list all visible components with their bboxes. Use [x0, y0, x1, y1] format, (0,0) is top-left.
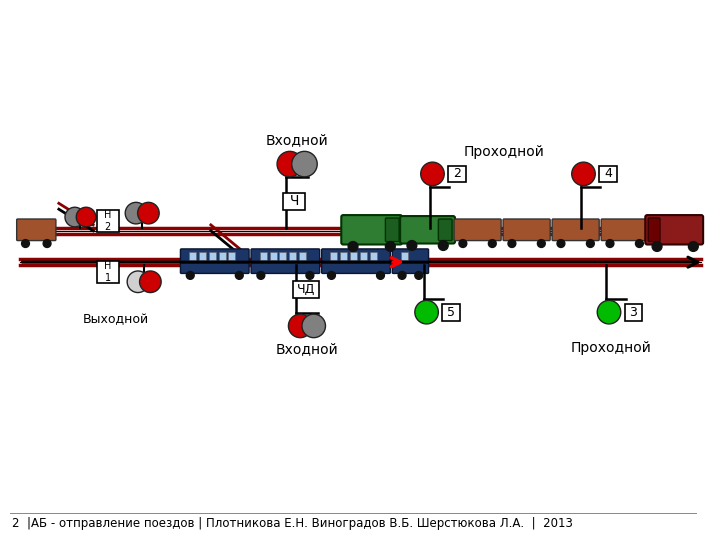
Text: 3: 3	[629, 306, 637, 319]
Text: Выходной: Выходной	[83, 313, 149, 326]
Text: 2  |АБ - отправление поездов | Плотникова Е.Н. Виноградов В.Б. Шерстюкова Л.А.  : 2 |АБ - отправление поездов | Плотникова…	[12, 517, 572, 530]
Circle shape	[235, 272, 243, 279]
Bar	[219, 252, 225, 260]
FancyBboxPatch shape	[322, 249, 390, 273]
Circle shape	[652, 241, 662, 251]
Bar	[330, 252, 338, 260]
Circle shape	[415, 272, 423, 279]
Circle shape	[407, 241, 417, 251]
Circle shape	[306, 272, 314, 279]
Text: Н
2: Н 2	[104, 210, 112, 232]
FancyBboxPatch shape	[438, 219, 452, 241]
Bar	[209, 252, 216, 260]
Circle shape	[328, 272, 336, 279]
Circle shape	[43, 240, 51, 247]
FancyBboxPatch shape	[400, 216, 455, 244]
Circle shape	[377, 272, 384, 279]
Text: Проходной: Проходной	[464, 145, 545, 159]
FancyBboxPatch shape	[392, 249, 428, 273]
FancyBboxPatch shape	[645, 215, 703, 245]
FancyBboxPatch shape	[454, 219, 501, 241]
Circle shape	[76, 207, 96, 227]
Circle shape	[398, 272, 406, 279]
Bar	[299, 252, 306, 260]
Circle shape	[348, 241, 358, 251]
FancyBboxPatch shape	[503, 219, 550, 241]
Text: 5: 5	[447, 306, 455, 319]
Bar	[293, 281, 319, 298]
Circle shape	[22, 240, 30, 247]
Circle shape	[438, 241, 448, 251]
Bar	[97, 210, 119, 232]
Circle shape	[508, 240, 516, 247]
Text: Входной: Входной	[276, 342, 338, 356]
Circle shape	[488, 240, 496, 247]
Bar	[270, 252, 276, 260]
Circle shape	[415, 300, 438, 324]
Circle shape	[289, 314, 312, 338]
FancyBboxPatch shape	[181, 249, 249, 273]
Circle shape	[277, 151, 302, 177]
Circle shape	[138, 202, 159, 224]
Circle shape	[385, 241, 395, 251]
Text: 4: 4	[604, 167, 612, 180]
Circle shape	[587, 240, 594, 247]
Text: Проходной: Проходной	[570, 341, 652, 355]
Circle shape	[688, 241, 698, 251]
Bar	[199, 252, 206, 260]
FancyBboxPatch shape	[251, 249, 320, 273]
Bar	[369, 252, 377, 260]
Bar	[97, 261, 119, 283]
Circle shape	[125, 202, 147, 224]
Bar	[625, 304, 642, 321]
Circle shape	[572, 162, 595, 186]
FancyBboxPatch shape	[601, 219, 648, 241]
Circle shape	[127, 271, 149, 293]
Circle shape	[140, 271, 161, 293]
Text: Входной: Входной	[266, 133, 328, 147]
Circle shape	[65, 207, 84, 227]
Bar	[360, 252, 366, 260]
Bar	[284, 193, 305, 210]
Circle shape	[459, 240, 467, 247]
Circle shape	[420, 162, 444, 186]
Bar	[341, 252, 347, 260]
Text: 2: 2	[453, 167, 461, 180]
Circle shape	[636, 240, 644, 247]
FancyBboxPatch shape	[385, 218, 399, 241]
Bar	[228, 252, 235, 260]
Bar	[448, 166, 466, 182]
FancyBboxPatch shape	[17, 219, 56, 241]
Circle shape	[257, 272, 265, 279]
Circle shape	[186, 272, 194, 279]
Circle shape	[292, 151, 318, 177]
Circle shape	[606, 240, 614, 247]
Bar	[599, 166, 617, 182]
Bar	[279, 252, 287, 260]
FancyBboxPatch shape	[552, 219, 599, 241]
Bar	[189, 252, 196, 260]
Bar	[401, 252, 408, 260]
Circle shape	[597, 300, 621, 324]
Text: Н
1: Н 1	[104, 261, 112, 283]
Bar	[442, 304, 460, 321]
Circle shape	[537, 240, 545, 247]
FancyBboxPatch shape	[341, 215, 402, 245]
Text: ЧД: ЧД	[297, 283, 315, 296]
Text: Ч: Ч	[289, 194, 299, 208]
Bar	[289, 252, 296, 260]
Circle shape	[302, 314, 325, 338]
FancyBboxPatch shape	[648, 218, 660, 241]
Bar	[350, 252, 357, 260]
Circle shape	[557, 240, 565, 247]
Bar	[260, 252, 266, 260]
